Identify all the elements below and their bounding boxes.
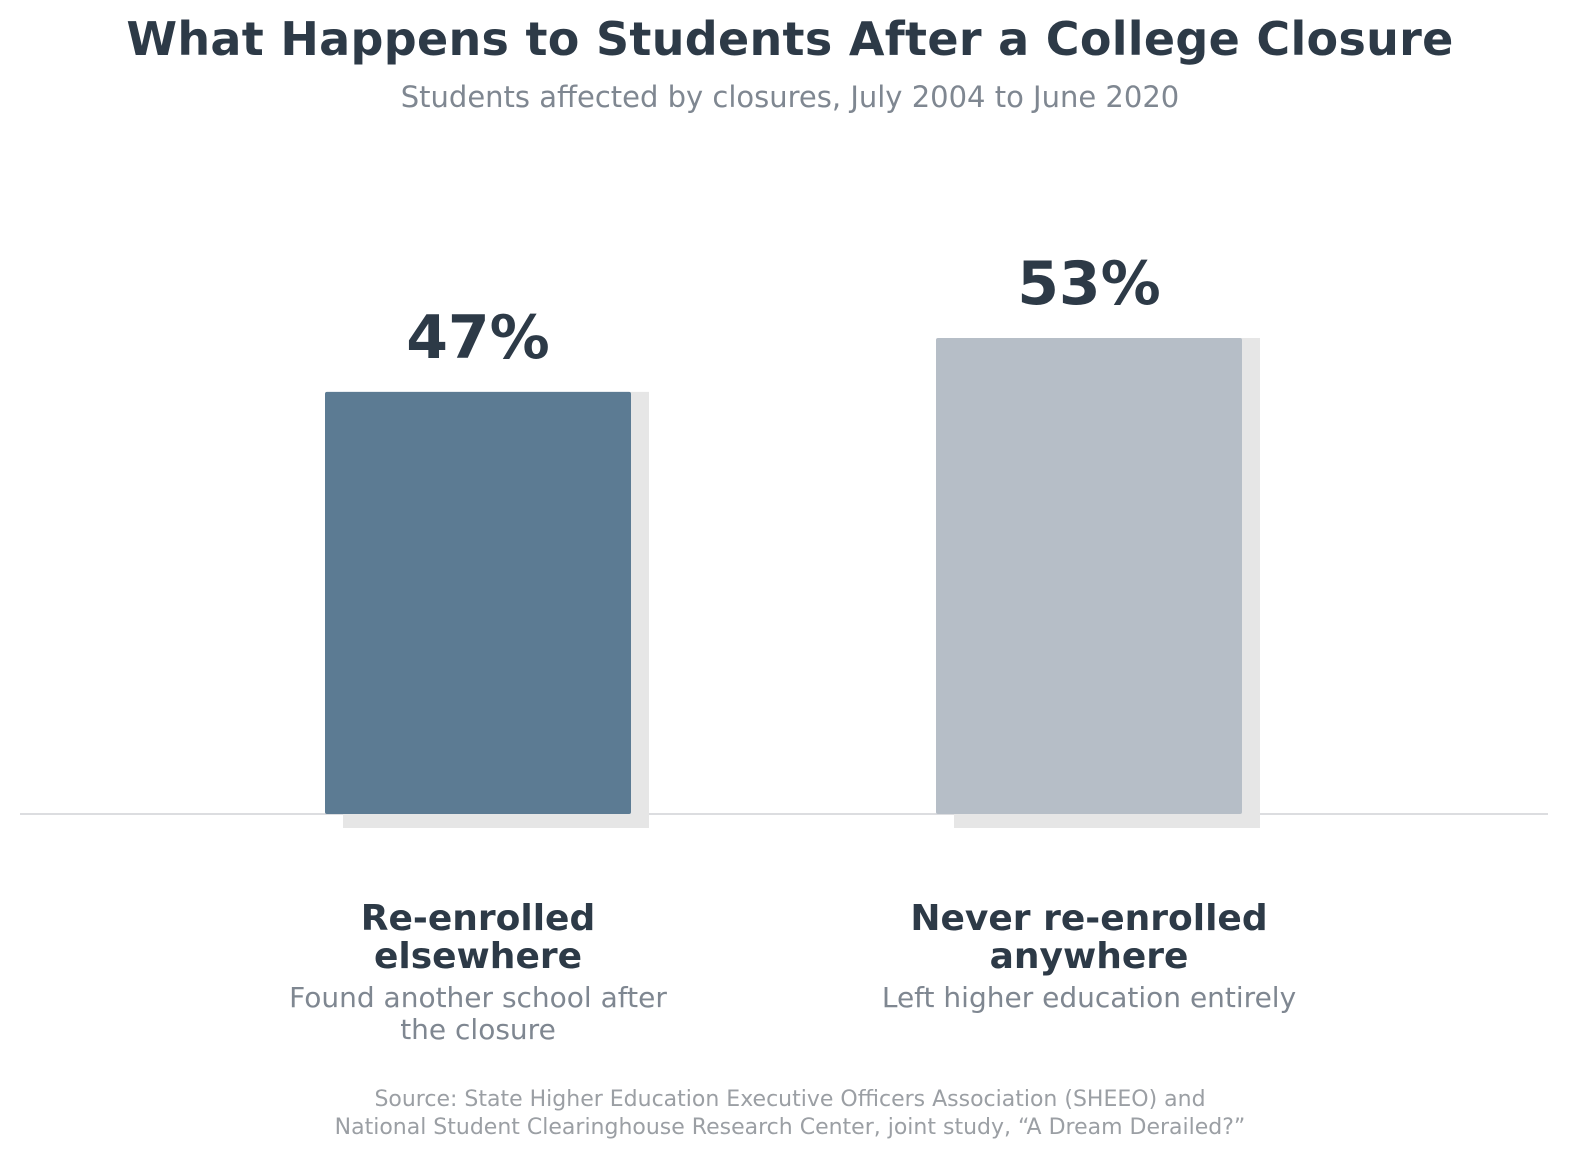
bar-1 (936, 338, 1242, 814)
source-line-2: National Student Clearinghouse Research … (334, 1115, 1246, 1140)
bar-0 (325, 391, 631, 814)
category-description-never-reenrolled: Left higher education entirely (881, 981, 1297, 1014)
source-line-1: Source: State Higher Education Executive… (374, 1087, 1206, 1112)
category-label-never-reenrolled: Never re-enrolled anywhere (910, 898, 1268, 977)
category-description-reenrolled: Found another school after the closure (289, 981, 667, 1046)
category-label-reenrolled: Re-enrolled elsewhere (360, 898, 596, 977)
chart-title: What Happens to Students After a College… (126, 12, 1454, 66)
source-note: Source: State Higher Education Executive… (0, 1086, 1580, 1142)
chart-subtitle: Students affected by closures, July 2004… (400, 80, 1180, 114)
value-label-0: 47% (406, 303, 550, 373)
value-label-1: 53% (1017, 249, 1161, 319)
